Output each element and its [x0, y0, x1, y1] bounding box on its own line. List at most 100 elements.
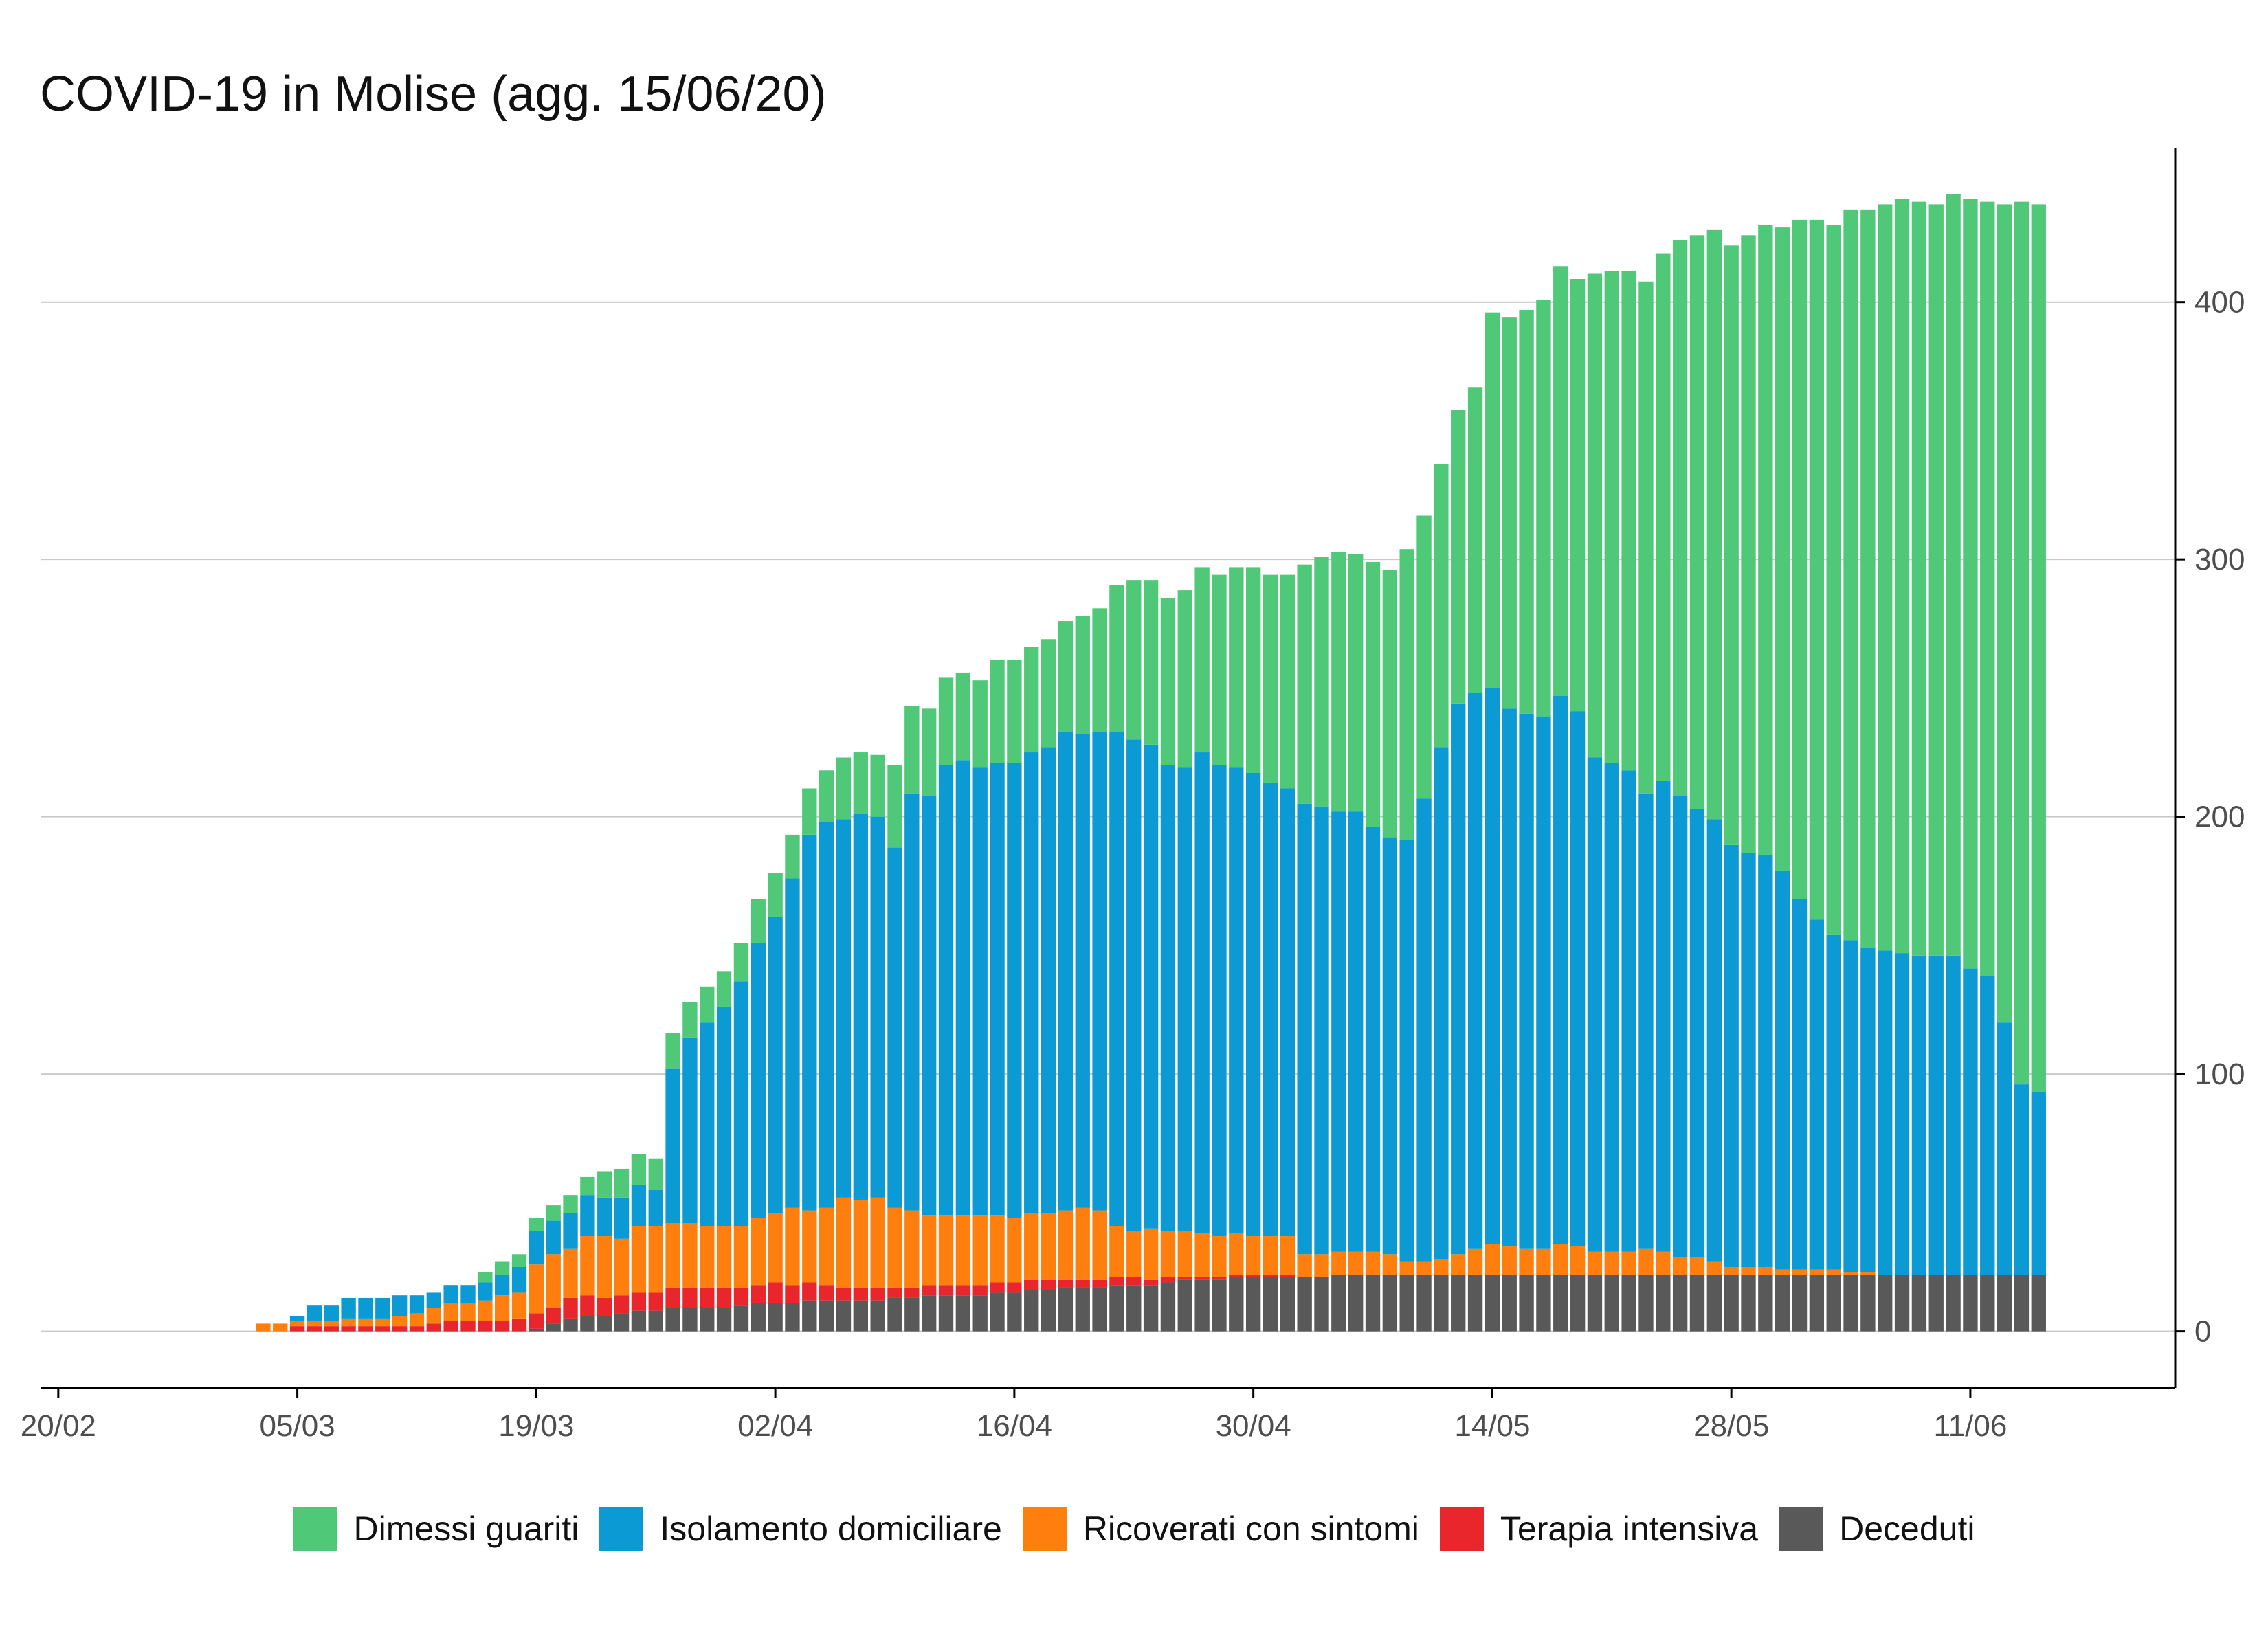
bar-segment-terapia-intensiva: [972, 1285, 988, 1296]
legend-swatch: [1439, 1507, 1484, 1551]
bar-segment-dimessi-guariti: [887, 765, 902, 848]
bar-segment-terapia-intensiva: [443, 1321, 458, 1332]
bar-segment-deceduti: [1331, 1275, 1346, 1332]
bar-segment-isolamento-domiciliare: [802, 834, 817, 1211]
bar-segment-terapia-intensiva: [289, 1326, 305, 1332]
bar-segment-deceduti: [648, 1310, 663, 1332]
bar-segment-terapia-intensiva: [1263, 1275, 1278, 1277]
bar-segment-dimessi-guariti: [1314, 557, 1329, 807]
bar-segment-ricoverati-con-sintomi: [460, 1303, 476, 1321]
bar-segment-deceduti: [1451, 1275, 1466, 1332]
bar-segment-deceduti: [1656, 1275, 1671, 1332]
bar-segment-dimessi-guariti: [1997, 204, 2012, 1023]
bar-segment-dimessi-guariti: [1758, 225, 1773, 855]
bar-segment-ricoverati-con-sintomi: [307, 1321, 322, 1327]
bar-segment-isolamento-domiciliare: [972, 767, 988, 1216]
bar-segment-dimessi-guariti: [1724, 245, 1739, 845]
bar-segment-terapia-intensiva: [921, 1285, 937, 1296]
bar-segment-dimessi-guariti: [785, 834, 800, 879]
bar-segment-terapia-intensiva: [1212, 1277, 1227, 1280]
legend-swatch: [1022, 1507, 1067, 1551]
bar-segment-ricoverati-con-sintomi: [1160, 1231, 1176, 1277]
bar-segment-terapia-intensiva: [1229, 1275, 1244, 1277]
bar-segment-dimessi-guariti: [1553, 266, 1568, 696]
bar-segment-ricoverati-con-sintomi: [1092, 1210, 1107, 1280]
bar-segment-terapia-intensiva: [1024, 1279, 1039, 1290]
bar-segment-deceduti: [1894, 1275, 1910, 1332]
bar-segment-isolamento-domiciliare: [1194, 752, 1210, 1234]
y-tick-label: 200: [2194, 800, 2245, 834]
bar-segment-dimessi-guariti: [1928, 204, 1944, 956]
bar-segment-isolamento-domiciliare: [1399, 840, 1414, 1262]
bar-segment-ricoverati-con-sintomi: [1826, 1269, 1841, 1275]
bar-segment-ricoverati-con-sintomi: [990, 1215, 1005, 1283]
bar-segment-dimessi-guariti: [546, 1205, 561, 1221]
bar-segment-deceduti: [1980, 1275, 1995, 1332]
bar-segment-terapia-intensiva: [716, 1287, 732, 1308]
bar-segment-isolamento-domiciliare: [648, 1189, 663, 1226]
bar-segment-isolamento-domiciliare: [938, 765, 954, 1216]
bar-segment-terapia-intensiva: [1041, 1279, 1056, 1290]
bar-segment-deceduti: [1860, 1275, 1876, 1332]
bar-segment-isolamento-domiciliare: [1519, 713, 1534, 1249]
bar-segment-ricoverati-con-sintomi: [700, 1226, 715, 1288]
bar-segment-deceduti: [938, 1295, 954, 1332]
bar-segment-ricoverati-con-sintomi: [785, 1207, 800, 1286]
bar-segment-deceduti: [2031, 1275, 2046, 1332]
bar-segment-terapia-intensiva: [494, 1321, 510, 1332]
bar-segment-dimessi-guariti: [1826, 225, 1841, 935]
bar-segment-isolamento-domiciliare: [1229, 767, 1244, 1234]
bar-segment-ricoverati-con-sintomi: [1519, 1248, 1534, 1275]
bar-segment-ricoverati-con-sintomi: [768, 1213, 783, 1283]
bar-segment-ricoverati-con-sintomi: [289, 1321, 305, 1327]
bar-segment-dimessi-guariti: [1775, 227, 1790, 871]
bar-segment-dimessi-guariti: [972, 680, 988, 768]
x-tick-label: 11/06: [1933, 1409, 2007, 1443]
bar-segment-deceduti: [1485, 1275, 1500, 1332]
bar-segment-dimessi-guariti: [1741, 235, 1756, 853]
bar-segment-ricoverati-con-sintomi: [802, 1210, 817, 1283]
bar-segment-ricoverati-con-sintomi: [358, 1318, 373, 1327]
bar-segment-deceduti: [1741, 1275, 1756, 1332]
bar-segment-dimessi-guariti: [1980, 201, 1995, 976]
bar-segment-isolamento-domiciliare: [1792, 899, 1808, 1270]
bar-segment-deceduti: [580, 1316, 595, 1332]
bar-segment-isolamento-domiciliare: [614, 1197, 630, 1239]
bar-segment-ricoverati-con-sintomi: [529, 1264, 544, 1314]
bar-segment-deceduti: [1502, 1275, 1517, 1332]
bar-segment-ricoverati-con-sintomi: [426, 1308, 442, 1324]
bar-segment-dimessi-guariti: [1297, 564, 1312, 804]
bar-segment-terapia-intensiva: [631, 1292, 647, 1311]
bar-segment-isolamento-domiciliare: [785, 878, 800, 1208]
bar-segment-deceduti: [1689, 1275, 1705, 1332]
bar-segment-dimessi-guariti: [1024, 647, 1039, 753]
bar-segment-terapia-intensiva: [1075, 1279, 1090, 1288]
bar-segment-ricoverati-con-sintomi: [1109, 1226, 1124, 1277]
bar-segment-terapia-intensiva: [409, 1326, 425, 1332]
bar-segment-deceduti: [1621, 1275, 1636, 1332]
bar-segment-terapia-intensiva: [819, 1285, 834, 1301]
bar-segment-deceduti: [1724, 1275, 1739, 1332]
bar-segment-ricoverati-con-sintomi: [938, 1215, 954, 1286]
bar-segment-ricoverati-con-sintomi: [1638, 1248, 1654, 1275]
bar-segment-isolamento-domiciliare: [2031, 1092, 2046, 1275]
bar-segment-isolamento-domiciliare: [716, 1007, 732, 1226]
bar-segment-isolamento-domiciliare: [1894, 953, 1910, 1275]
bar-segment-deceduti: [853, 1300, 869, 1332]
bar-segment-dimessi-guariti: [955, 672, 971, 761]
bar-segment-ricoverati-con-sintomi: [1604, 1251, 1619, 1275]
bar-segment-deceduti: [1382, 1275, 1398, 1332]
bar-segment-isolamento-domiciliare: [1656, 781, 1671, 1252]
bar-segment-isolamento-domiciliare: [1075, 734, 1090, 1208]
bar-segment-ricoverati-con-sintomi: [1382, 1254, 1398, 1275]
bar-segment-terapia-intensiva: [1007, 1282, 1022, 1293]
bar-segment-dimessi-guariti: [1878, 204, 1893, 951]
bar-segment-dimessi-guariti: [597, 1171, 612, 1198]
bar-segment-ricoverati-con-sintomi: [1024, 1213, 1039, 1280]
bar-segment-terapia-intensiva: [682, 1287, 698, 1308]
bar-segment-isolamento-domiciliare: [1724, 844, 1739, 1267]
bar-segment-isolamento-domiciliare: [324, 1305, 339, 1321]
bar-segment-deceduti: [1365, 1275, 1381, 1332]
bar-segment-terapia-intensiva: [955, 1285, 971, 1296]
bar-segment-deceduti: [1041, 1290, 1056, 1332]
